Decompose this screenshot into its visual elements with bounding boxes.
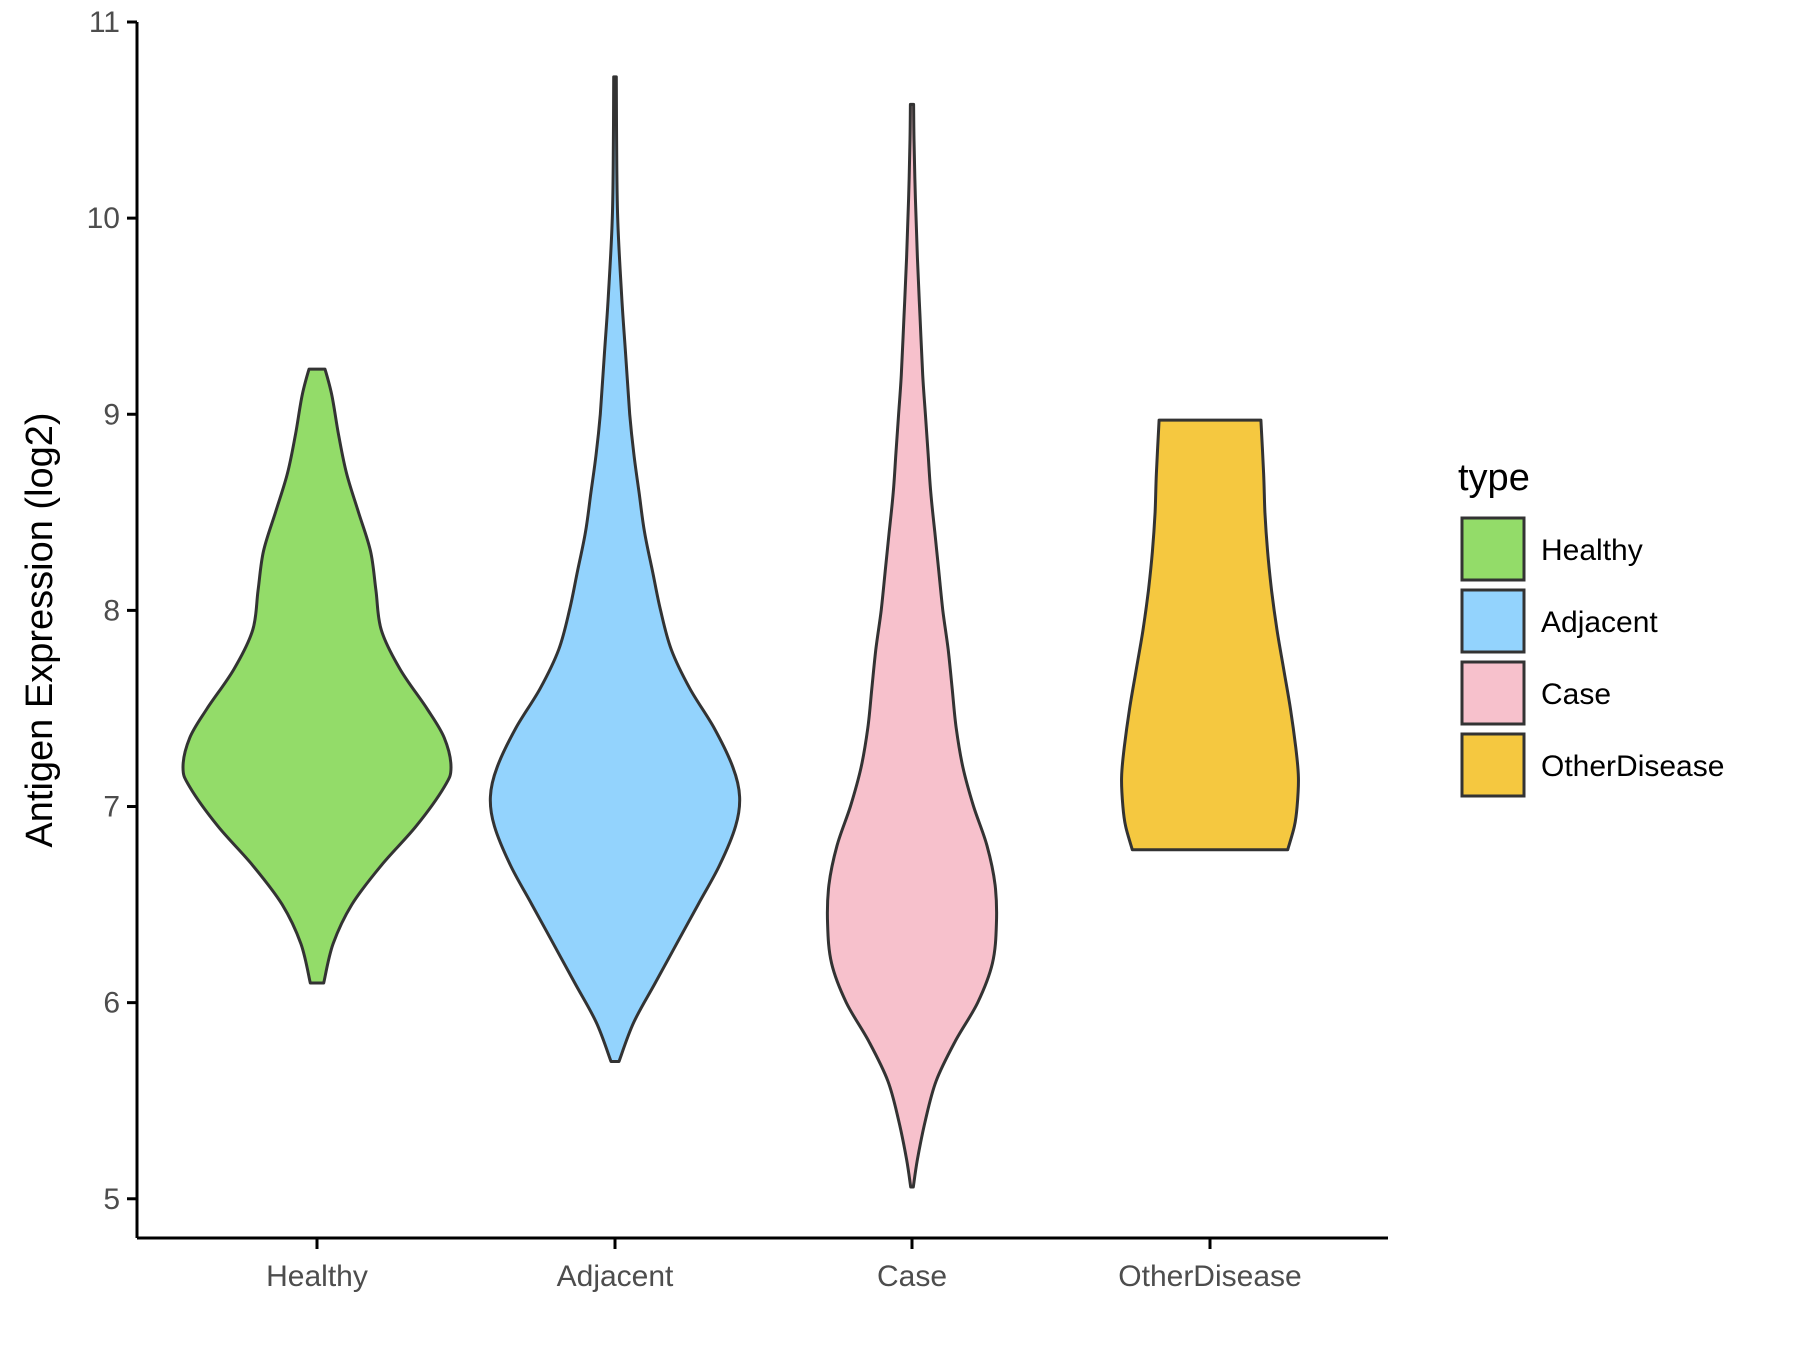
y-tick-label: 6 [103, 987, 120, 1020]
y-axis-ticks: 5 6 7 8 9 10 11 [87, 6, 137, 1216]
legend-label-case: Case [1541, 678, 1611, 711]
legend-title: type [1458, 457, 1530, 499]
x-tick-label: Adjacent [557, 1260, 674, 1293]
y-tick-label: 8 [103, 594, 120, 627]
violin-layer [181, 75, 1300, 1189]
legend-label-healthy: Healthy [1541, 534, 1643, 567]
legend-label-otherdisease: OtherDisease [1541, 750, 1724, 783]
x-tick-label: OtherDisease [1118, 1260, 1301, 1293]
x-axis-ticks: Healthy Adjacent Case OtherDisease [266, 1238, 1302, 1293]
y-tick-label: 11 [89, 6, 120, 39]
violin-case [825, 102, 999, 1189]
legend: Healthy Adjacent Case OtherDisease [1460, 516, 1724, 798]
y-tick-label: 10 [87, 202, 120, 235]
violin-otherdisease [1120, 418, 1300, 852]
y-tick-label: 7 [103, 791, 120, 824]
violin-adjacent [488, 75, 742, 1063]
legend-swatch-case [1460, 660, 1526, 726]
y-tick-label: 9 [103, 398, 120, 431]
x-tick-label: Healthy [266, 1260, 368, 1293]
violin-healthy [181, 367, 453, 985]
x-tick-label: Case [877, 1260, 947, 1293]
legend-swatch-otherdisease [1460, 732, 1526, 798]
y-tick-label: 5 [103, 1183, 120, 1216]
legend-swatch-healthy [1460, 516, 1526, 582]
y-axis-title: Antigen Expression (log2) [19, 412, 61, 847]
legend-label-adjacent: Adjacent [1541, 606, 1658, 639]
legend-swatch-adjacent [1460, 588, 1526, 654]
